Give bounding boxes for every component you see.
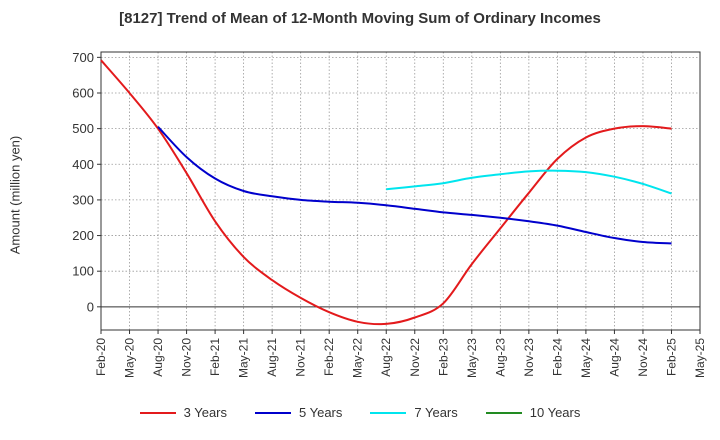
- x-tick-label: May-21: [237, 338, 251, 378]
- y-tick-label: 700: [72, 50, 94, 65]
- series-line-3-years: [100, 59, 672, 326]
- legend-label: 10 Years: [529, 405, 581, 420]
- x-tick-label: Feb-21: [208, 338, 222, 376]
- x-tick-label: May-22: [351, 338, 365, 378]
- x-tick-label: Nov-22: [408, 338, 422, 377]
- y-tick-label: 0: [87, 299, 94, 314]
- y-tick-label: 600: [72, 85, 94, 100]
- y-tick-label: 400: [72, 157, 94, 172]
- y-tick-label: 500: [72, 121, 94, 136]
- x-tick-label: Aug-21: [265, 338, 279, 377]
- grid-layer: [101, 52, 700, 330]
- x-tick-label: May-20: [123, 338, 137, 378]
- x-tick-label: Nov-21: [294, 338, 308, 377]
- legend-item-5-years: 5 Years: [255, 405, 342, 420]
- x-tick-label: Nov-24: [636, 338, 650, 377]
- x-tick-label: Feb-24: [550, 338, 564, 376]
- x-tick-label: Aug-23: [493, 338, 507, 377]
- y-tick-label: 100: [72, 264, 94, 279]
- legend-swatch: [485, 411, 522, 414]
- x-tick-label: May-25: [693, 338, 707, 378]
- legend-item-7-years: 7 Years: [370, 405, 458, 420]
- series-layer: [100, 59, 672, 326]
- legend-item-3-years: 3 Years: [139, 405, 227, 420]
- x-tick-label: Feb-25: [664, 338, 678, 376]
- x-tick-label: Aug-22: [379, 338, 393, 377]
- x-tick-label: Nov-23: [522, 338, 536, 377]
- legend-label: 5 Years: [299, 405, 343, 420]
- x-tick-label: May-24: [579, 338, 593, 378]
- legend-swatch: [255, 411, 291, 414]
- x-tick-label: Aug-24: [607, 338, 621, 377]
- legend-label: 3 Years: [183, 405, 227, 420]
- axis-layer: 0 100 200 300 400 500 600 700 Feb-20 May-20 Aug-20…: [72, 50, 707, 378]
- legend-item-10-years: 10 Years: [485, 405, 581, 420]
- x-tick-label: Feb-23: [436, 338, 450, 376]
- series-line-5-years: [157, 126, 672, 245]
- x-tick-label: Feb-20: [94, 338, 108, 376]
- legend-swatch: [139, 411, 176, 414]
- x-tick-label: Feb-22: [322, 338, 336, 376]
- y-tick-label: 300: [72, 192, 94, 207]
- chart-title: [8127] Trend of Mean of 12-Month Moving …: [119, 10, 601, 27]
- x-tick-label: Aug-20: [151, 338, 165, 377]
- legend-label: 7 Years: [414, 405, 458, 420]
- y-tick-label: 200: [72, 228, 94, 243]
- legend-swatch: [370, 411, 407, 414]
- x-tick-label: Nov-20: [180, 338, 194, 377]
- legend: 3 Years 5 Years 7 Years 10 Years: [0, 405, 720, 420]
- x-tick-label: May-23: [465, 338, 479, 378]
- plot-frame: [100, 51, 701, 331]
- series-line-7-years: [386, 169, 672, 195]
